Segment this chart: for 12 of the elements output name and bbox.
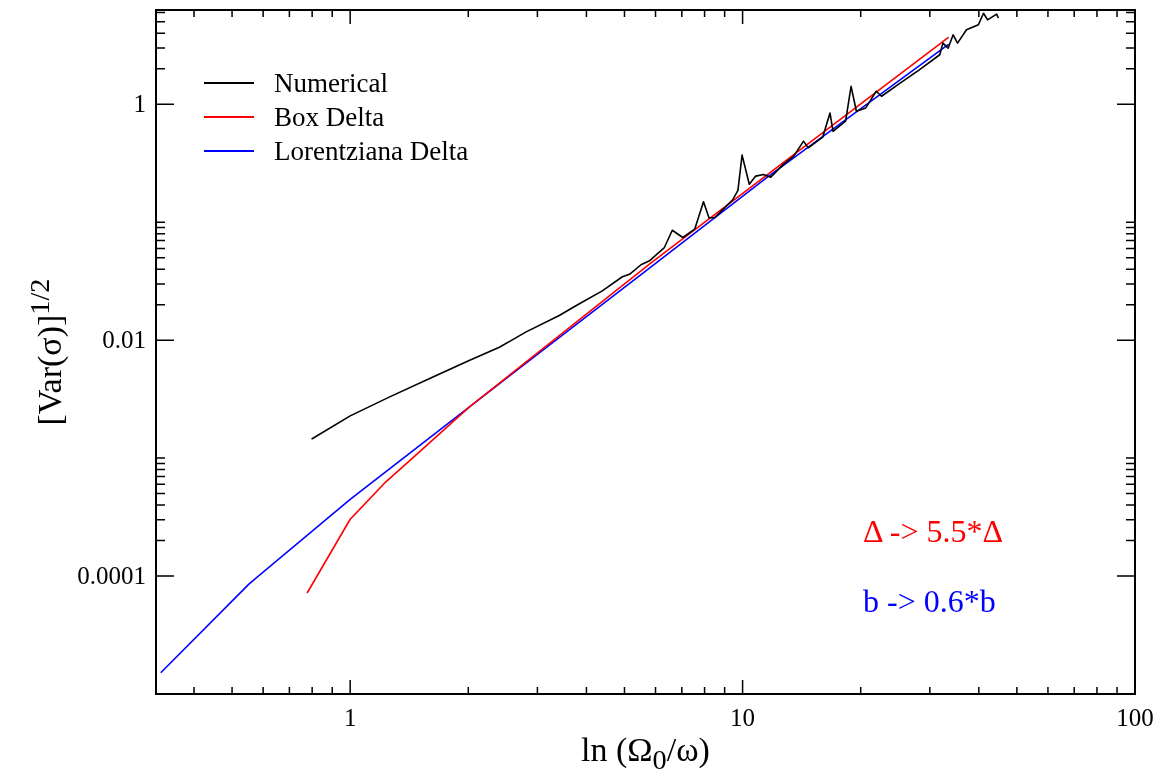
legend-label: Numerical [274,67,388,100]
y-tick-label: 0.01 [102,325,146,356]
x-tick-label: 100 [1116,703,1154,731]
x-tick-label: 10 [730,703,756,731]
y-tick-label: 0.0001 [77,561,146,592]
x-axis-title: ln (Ω$_{0}$/ω) [580,731,711,776]
annotation: b -> 0.6*b [863,583,996,620]
x-tick-label: 1 [343,703,357,731]
annotation: Δ -> 5.5*Δ [863,513,1004,550]
legend-label: Box Delta [274,101,385,134]
legend-label: Lorentziana Delta [274,135,469,168]
y-tick-label: 1 [133,89,146,120]
